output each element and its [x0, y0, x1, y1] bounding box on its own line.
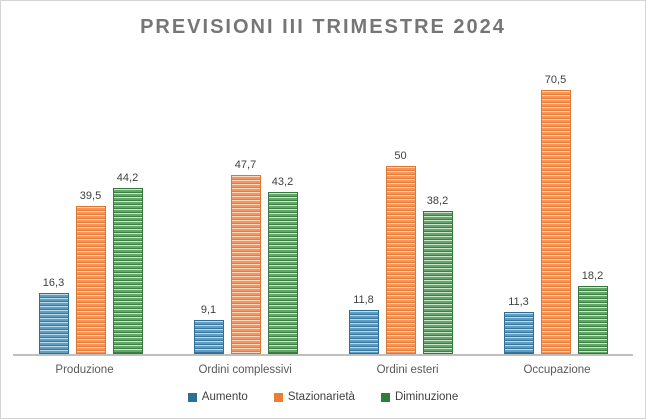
bar-diminuzione: [577, 286, 608, 354]
legend-label: Stazionarietà: [287, 391, 355, 403]
bar-column: 11,8: [348, 294, 379, 354]
bar-column: 9,1: [193, 304, 224, 354]
bar-column: 43,2: [267, 176, 298, 354]
category-axis: Produzione Ordini complessivi Ordini ester…: [13, 364, 633, 376]
data-label: 16,3: [42, 277, 65, 289]
legend: Aumento Stazionarietà Diminuzione: [1, 391, 645, 403]
data-label: 43,2: [271, 176, 294, 188]
data-label: 11,3: [508, 296, 529, 308]
legend-item: Diminuzione: [380, 391, 459, 403]
bar-column: 39,5: [75, 190, 106, 354]
bar-column: 50: [385, 150, 416, 354]
bar-aumento: [348, 310, 379, 354]
legend-label: Diminuzione: [394, 391, 459, 403]
legend-label: Aumento: [201, 391, 248, 403]
bar-stazionarietà: [540, 90, 571, 354]
category-label: Occupazione: [523, 364, 591, 376]
category-label: Produzione: [55, 364, 114, 376]
bar-group: 16,3 39,5 44,2: [38, 172, 143, 354]
bar-aumento: [503, 312, 534, 354]
bar-diminuzione: [422, 211, 453, 354]
bar-stazionarietà: [385, 166, 416, 354]
bar-group: 11,3 70,5 18,2: [503, 74, 608, 354]
data-label: 18,2: [581, 270, 604, 282]
bar-column: 18,2: [577, 270, 608, 354]
bar-column: 47,7: [230, 159, 261, 354]
legend-swatch-icon: [380, 392, 390, 402]
data-label: 47,7: [234, 159, 257, 171]
legend-swatch-icon: [187, 392, 197, 402]
category-label: Ordini complessivi: [198, 364, 292, 376]
bar-column: 70,5: [540, 74, 571, 354]
data-label: 70,5: [544, 74, 567, 86]
bar-column: 38,2: [422, 195, 453, 354]
bar-column: 16,3: [38, 277, 69, 354]
legend-item: Stazionarietà: [273, 391, 355, 403]
bar-diminuzione: [112, 188, 143, 354]
data-label: 38,2: [426, 195, 449, 207]
chart-title: PREVISIONI III TRIMESTRE 2024: [140, 16, 506, 38]
bar-column: 11,3: [503, 296, 534, 354]
legend-item: Aumento: [187, 391, 248, 403]
data-label: 11,8: [353, 294, 374, 306]
data-label: 39,5: [79, 190, 102, 202]
bar-group: 11,8 50 38,2: [348, 150, 453, 354]
bar-group: 9,1 47,7 43,2: [193, 159, 298, 354]
bar-aumento: [38, 293, 69, 354]
plot-area: 16,3 39,5 44,2 9,1 47,7 43,2 11,8 50 38,2 11,3 70,…: [13, 57, 633, 356]
data-label: 50: [394, 150, 407, 162]
bar-diminuzione: [267, 192, 298, 354]
data-label: 44,2: [116, 172, 139, 184]
bar-aumento: [193, 320, 224, 354]
legend-swatch-icon: [273, 392, 283, 402]
data-label: 9,1: [200, 304, 217, 316]
category-label: Ordini esteri: [376, 364, 439, 376]
bar-stazionarietà: [75, 206, 106, 354]
bar-stazionarietà: [230, 175, 261, 354]
bar-column: 44,2: [112, 172, 143, 354]
